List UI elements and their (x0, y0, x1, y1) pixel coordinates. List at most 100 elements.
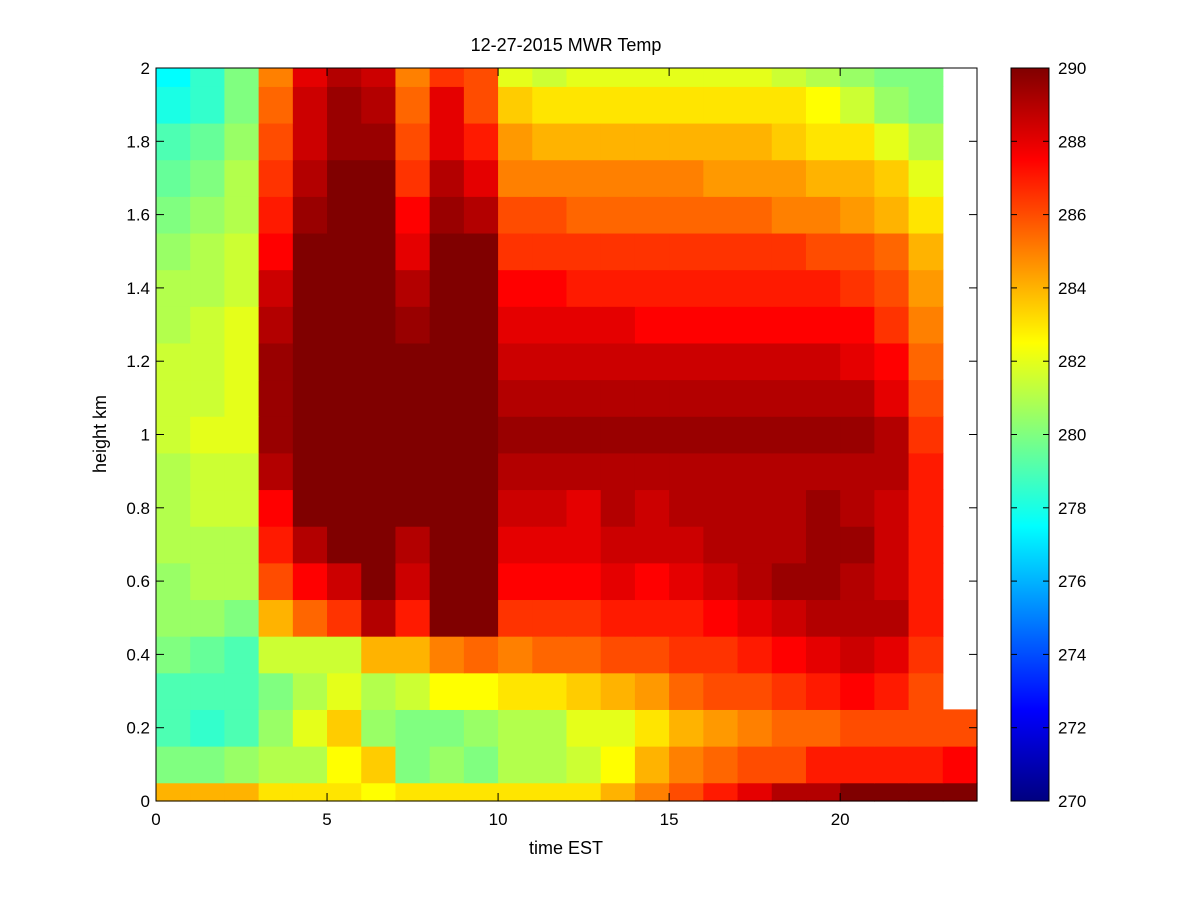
heatmap-cell (327, 379, 362, 417)
heatmap-cell (327, 196, 362, 234)
heatmap-cell (327, 489, 362, 527)
heatmap-cell (292, 342, 328, 381)
heatmap-cell (429, 342, 465, 381)
heatmap-cell (463, 306, 499, 344)
heatmap-cell (600, 306, 636, 344)
heatmap-cell (498, 269, 533, 307)
heatmap-cell (498, 342, 533, 381)
heatmap-cell (908, 269, 944, 307)
heatmap-cell (669, 379, 704, 417)
y-tick-label: 1.8 (126, 132, 150, 151)
heatmap-cell (634, 599, 670, 637)
heatmap-cell (771, 159, 807, 197)
heatmap-cell (771, 122, 807, 161)
heatmap-cell (190, 232, 226, 271)
heatmap-cell (703, 232, 739, 271)
heatmap-cell (600, 489, 636, 527)
heatmap-cell (634, 416, 670, 454)
heatmap-cell (566, 562, 602, 601)
heatmap-cell (327, 416, 362, 454)
heatmap-cell (532, 68, 568, 87)
heatmap-cell (429, 196, 465, 234)
heatmap-cell (258, 68, 294, 87)
heatmap-cell (840, 68, 875, 87)
y-tick-label: 0.4 (126, 645, 150, 664)
y-tick-label: 1.2 (126, 352, 150, 371)
heatmap-cell (156, 782, 191, 802)
colorbar-tick-label: 276 (1058, 572, 1086, 591)
heatmap-cell (634, 68, 670, 87)
heatmap-cell (498, 122, 533, 161)
heatmap-cell (805, 232, 841, 271)
y-tick-label: 0.6 (126, 572, 150, 591)
heatmap-cell (361, 562, 397, 601)
heatmap-cell (805, 452, 841, 491)
heatmap-cell (292, 159, 328, 197)
heatmap-cell (224, 306, 260, 344)
heatmap-cell (703, 526, 739, 564)
heatmap-cell (463, 562, 499, 601)
heatmap-cell (463, 122, 499, 161)
heatmap-cell (463, 636, 499, 674)
heatmap-cell (395, 636, 431, 674)
heatmap-cell (805, 599, 841, 637)
x-tick-label: 10 (489, 810, 508, 829)
heatmap-cell (737, 562, 773, 601)
heatmap-cell (361, 68, 397, 87)
heatmap-cell (669, 636, 704, 674)
heatmap-cell (498, 379, 533, 417)
heatmap-cell (634, 342, 670, 381)
heatmap-cell (224, 489, 260, 527)
heatmap-cell (600, 452, 636, 491)
heatmap-cell (532, 526, 568, 564)
heatmap-cell (669, 68, 704, 87)
heatmap-cell (429, 672, 465, 710)
heatmap-cell (190, 599, 226, 637)
heatmap-cell (224, 562, 260, 601)
heatmap-cell (224, 672, 260, 710)
heatmap-cell (361, 599, 397, 637)
heatmap-cell (566, 599, 602, 637)
heatmap-cell (429, 86, 465, 124)
heatmap-cell (156, 306, 191, 344)
heatmap-cell (566, 86, 602, 124)
heatmap-cell (874, 306, 910, 344)
heatmap-cell (224, 746, 260, 784)
chart-title: 12-27-2015 MWR Temp (471, 35, 662, 55)
x-tick-label: 0 (151, 810, 160, 829)
heatmap-cell (327, 232, 362, 271)
heatmap-cell (224, 636, 260, 674)
heatmap-cell (463, 709, 499, 747)
heatmap-cell (703, 599, 739, 637)
heatmap-cell (395, 489, 431, 527)
heatmap-cell (600, 68, 636, 87)
heatmap-cell (395, 416, 431, 454)
heatmap-cell (805, 782, 841, 802)
heatmap-cell (532, 672, 568, 710)
heatmap-cell (669, 562, 704, 601)
heatmap-cell (600, 416, 636, 454)
heatmap-cell (532, 86, 568, 124)
heatmap-cell (737, 746, 773, 784)
heatmap-cell (840, 86, 875, 124)
heatmap-cell (190, 379, 226, 417)
heatmap-cell (190, 489, 226, 527)
heatmap-cell (258, 562, 294, 601)
heatmap-cell (669, 489, 704, 527)
heatmap-cell (498, 562, 533, 601)
heatmap-cell (463, 489, 499, 527)
heatmap-cell (874, 599, 910, 637)
heatmap-cell (805, 342, 841, 381)
heatmap-cell (224, 416, 260, 454)
heatmap-cell (361, 306, 397, 344)
heatmap-cell (361, 416, 397, 454)
heatmap-cell (669, 122, 704, 161)
heatmap-cell (498, 526, 533, 564)
heatmap-cell (395, 379, 431, 417)
heatmap-cell (463, 526, 499, 564)
heatmap-cell (429, 269, 465, 307)
heatmap-cell (566, 636, 602, 674)
heatmap-cell (156, 672, 191, 710)
heatmap-cell (156, 379, 191, 417)
heatmap-cell (600, 782, 636, 802)
